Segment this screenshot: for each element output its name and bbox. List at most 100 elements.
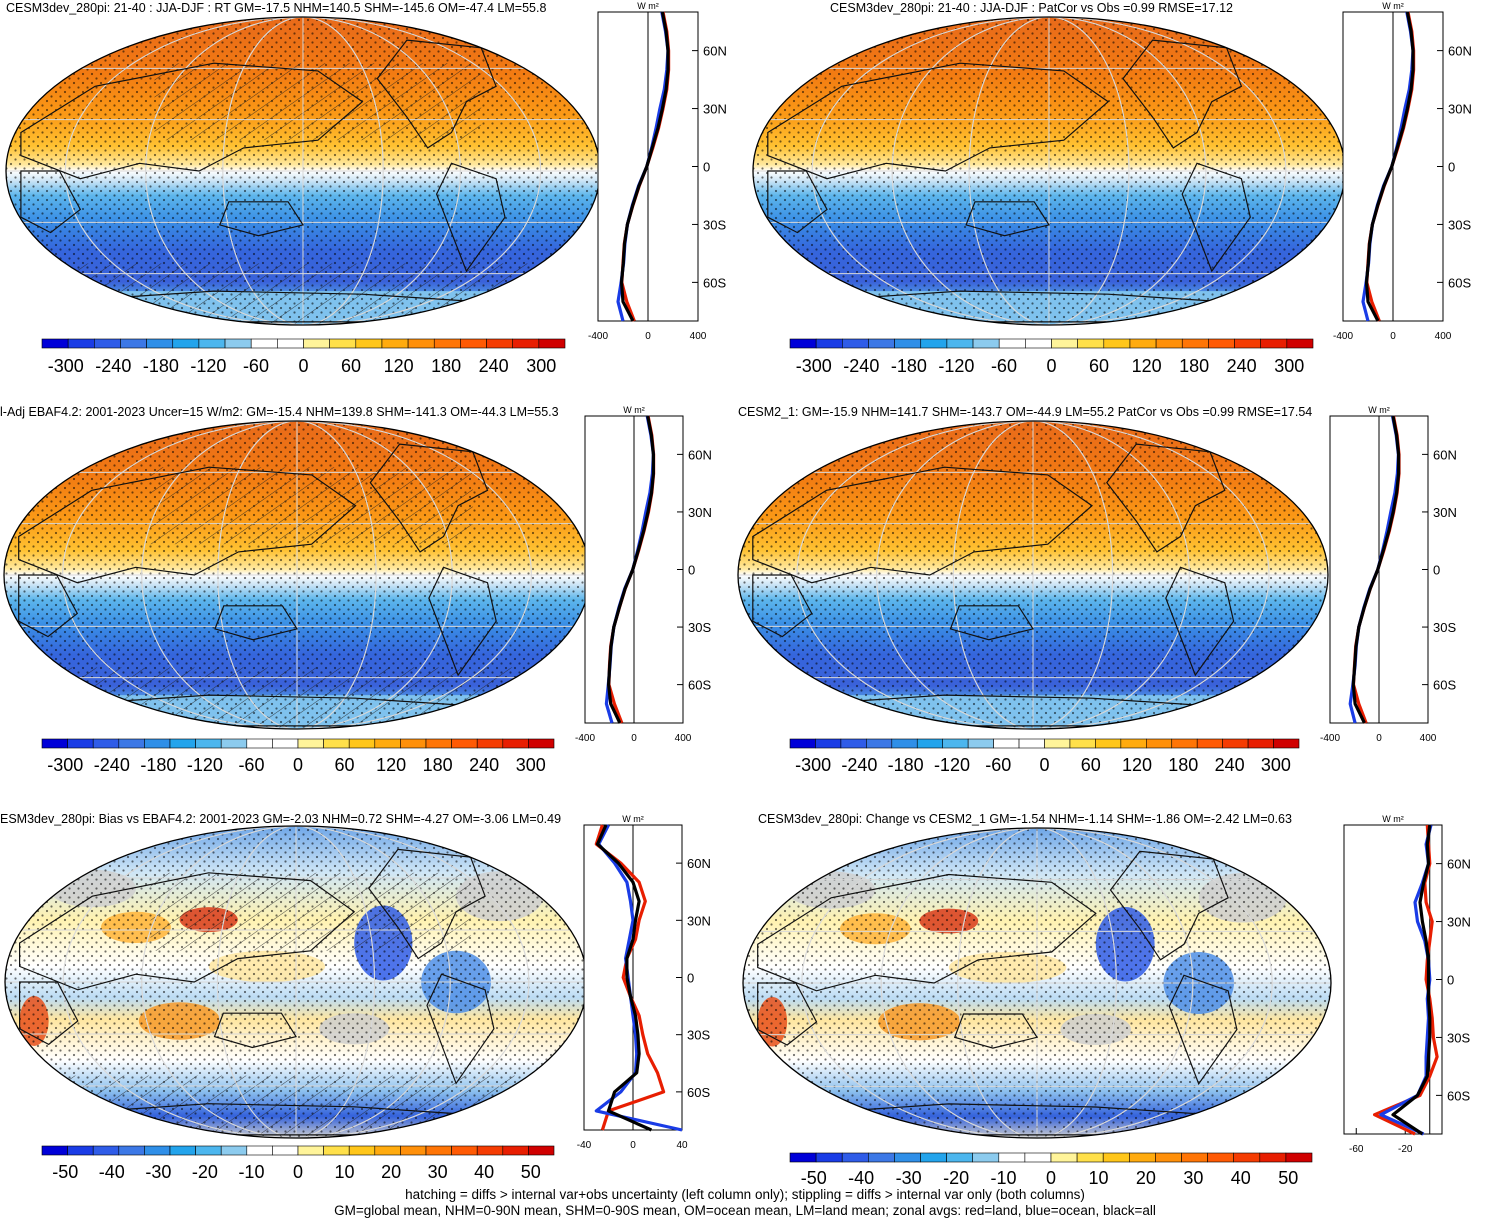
- colorbar-box-2-12: [1104, 339, 1130, 348]
- zonal-ytick-label-6-2: 0: [1447, 973, 1454, 988]
- zonal-xtick-label-4-1: 0: [1376, 733, 1382, 744]
- zonal-ytick-label-5-4: 60S: [687, 1085, 710, 1100]
- zonal-xtick-label-3-2: 400: [675, 733, 692, 744]
- zonal-unit-label-3: W m²: [623, 405, 645, 415]
- colorbar-box-1-9: [277, 339, 303, 348]
- colorbar-box-3-18: [503, 739, 529, 748]
- colorbar-box-6-6: [947, 1153, 973, 1162]
- colorbar-box-4-2: [841, 739, 866, 748]
- colorbar-box-2-1: [816, 339, 842, 348]
- colorbar-box-1-7: [225, 339, 251, 348]
- colorbar-box-6-13: [1129, 1153, 1155, 1162]
- colorbar-box-5-6: [196, 1146, 222, 1155]
- map-area-4: [738, 421, 1328, 741]
- panel-title-1: CESM3dev_280pi: 21-40 : JJA-DJF : RT GM=…: [6, 1, 546, 15]
- colorbar-box-4-14: [1146, 739, 1171, 748]
- colorbar-box-5-12: [349, 1146, 375, 1155]
- colorbar-tick-label-5-7: 20: [381, 1162, 401, 1182]
- colorbar-box-5-16: [452, 1146, 478, 1155]
- colorbar-box-5-17: [477, 1146, 503, 1155]
- colorbar-box-6-19: [1286, 1153, 1312, 1162]
- colorbar-box-5-2: [93, 1146, 119, 1155]
- colorbar-box-5-18: [503, 1146, 529, 1155]
- colorbar-box-6-17: [1234, 1153, 1260, 1162]
- colorbar-tick-label-2-9: 240: [1227, 356, 1257, 376]
- panel-title-5: ESM3dev_280pi: Bias vs EBAF4.2: 2001-202…: [0, 812, 561, 826]
- zonal-ytick-label-6-3: 30S: [1447, 1030, 1470, 1045]
- zonal-ytick-label-3-2: 0: [688, 563, 695, 578]
- colorbar-box-5-13: [375, 1146, 401, 1155]
- colorbar-box-1-17: [487, 339, 513, 348]
- colorbar-tick-label-5-9: 40: [474, 1162, 494, 1182]
- colorbar-box-4-6: [943, 739, 968, 748]
- colorbar-box-4-17: [1223, 739, 1248, 748]
- colorbar-box-6-11: [1077, 1153, 1103, 1162]
- colorbar-box-1-5: [173, 339, 199, 348]
- zonal-xtick-label-1-0: -400: [588, 331, 608, 342]
- colorbar-tick-label-4-6: 60: [1081, 755, 1101, 775]
- zonal-xtick-label-4-0: -400: [1320, 733, 1340, 744]
- colorbar-tick-label-6-2: -30: [896, 1168, 922, 1188]
- footer-line-1: hatching = diffs > internal var+obs unce…: [0, 1187, 1490, 1203]
- zonal-ytick-label-1-2: 0: [703, 160, 710, 175]
- colorbar-box-3-2: [93, 739, 119, 748]
- zonal-ytick-label-4-3: 30S: [1433, 620, 1456, 635]
- colorbar-box-4-1: [815, 739, 840, 748]
- colorbar-tick-label-2-0: -300: [796, 356, 832, 376]
- colorbar-box-1-19: [539, 339, 565, 348]
- colorbar-tick-label-3-0: -300: [47, 755, 83, 775]
- colorbar-box-3-7: [221, 739, 247, 748]
- colorbar-tick-label-1-5: 0: [298, 356, 308, 376]
- colorbar-box-1-18: [513, 339, 539, 348]
- colorbar-box-4-12: [1095, 739, 1120, 748]
- colorbar-tick-label-4-1: -240: [841, 755, 877, 775]
- zonal-ytick-label-2-3: 30S: [1448, 217, 1471, 232]
- colorbar-tick-label-4-0: -300: [795, 755, 831, 775]
- colorbar-tick-label-2-10: 300: [1274, 356, 1304, 376]
- colorbar-box-1-2: [94, 339, 120, 348]
- colorbar-tick-label-3-10: 300: [516, 755, 546, 775]
- zonal-ytick-label-2-1: 30N: [1448, 102, 1472, 117]
- colorbar-box-1-0: [42, 339, 68, 348]
- colorbar-tick-label-5-6: 10: [335, 1162, 355, 1182]
- colorbar-box-2-16: [1208, 339, 1234, 348]
- colorbar-box-1-10: [304, 339, 330, 348]
- colorbar-box-4-7: [968, 739, 993, 748]
- hatching-north-5: [151, 873, 471, 951]
- colorbar-tick-label-3-8: 180: [423, 755, 453, 775]
- hatching-north-1: [155, 63, 482, 140]
- colorbar-box-6-18: [1260, 1153, 1286, 1162]
- colorbar-tick-label-5-5: 0: [293, 1162, 303, 1182]
- map-area-6: [743, 828, 1331, 1138]
- colorbar-box-2-17: [1235, 339, 1261, 348]
- colorbar-box-1-16: [460, 339, 486, 348]
- colorbar-tick-label-3-7: 120: [376, 755, 406, 775]
- colorbar-tick-label-6-7: 20: [1136, 1168, 1156, 1188]
- colorbar-tick-label-1-8: 180: [431, 356, 461, 376]
- zonal-ytick-label-2-4: 60S: [1448, 275, 1471, 290]
- colorbar-box-4-16: [1197, 739, 1222, 748]
- colorbar-box-2-19: [1287, 339, 1313, 348]
- colorbar-box-6-5: [921, 1153, 947, 1162]
- colorbar-box-6-15: [1182, 1153, 1208, 1162]
- colorbar-box-2-14: [1156, 339, 1182, 348]
- colorbar-tick-label-3-3: -120: [187, 755, 223, 775]
- colorbar-box-4-19: [1274, 739, 1299, 748]
- colorbar-tick-label-5-4: -10: [238, 1162, 264, 1182]
- colorbar-tick-label-1-1: -240: [95, 356, 131, 376]
- zonal-xtick-label-2-0: -400: [1333, 331, 1353, 342]
- colorbar-tick-label-4-2: -180: [888, 755, 924, 775]
- colorbar-tick-label-1-7: 120: [384, 356, 414, 376]
- zonal-unit-label-5: W m²: [622, 814, 644, 824]
- colorbar-box-1-14: [408, 339, 434, 348]
- zonal-ytick-label-5-2: 0: [687, 971, 694, 986]
- map-area-3: [4, 421, 590, 741]
